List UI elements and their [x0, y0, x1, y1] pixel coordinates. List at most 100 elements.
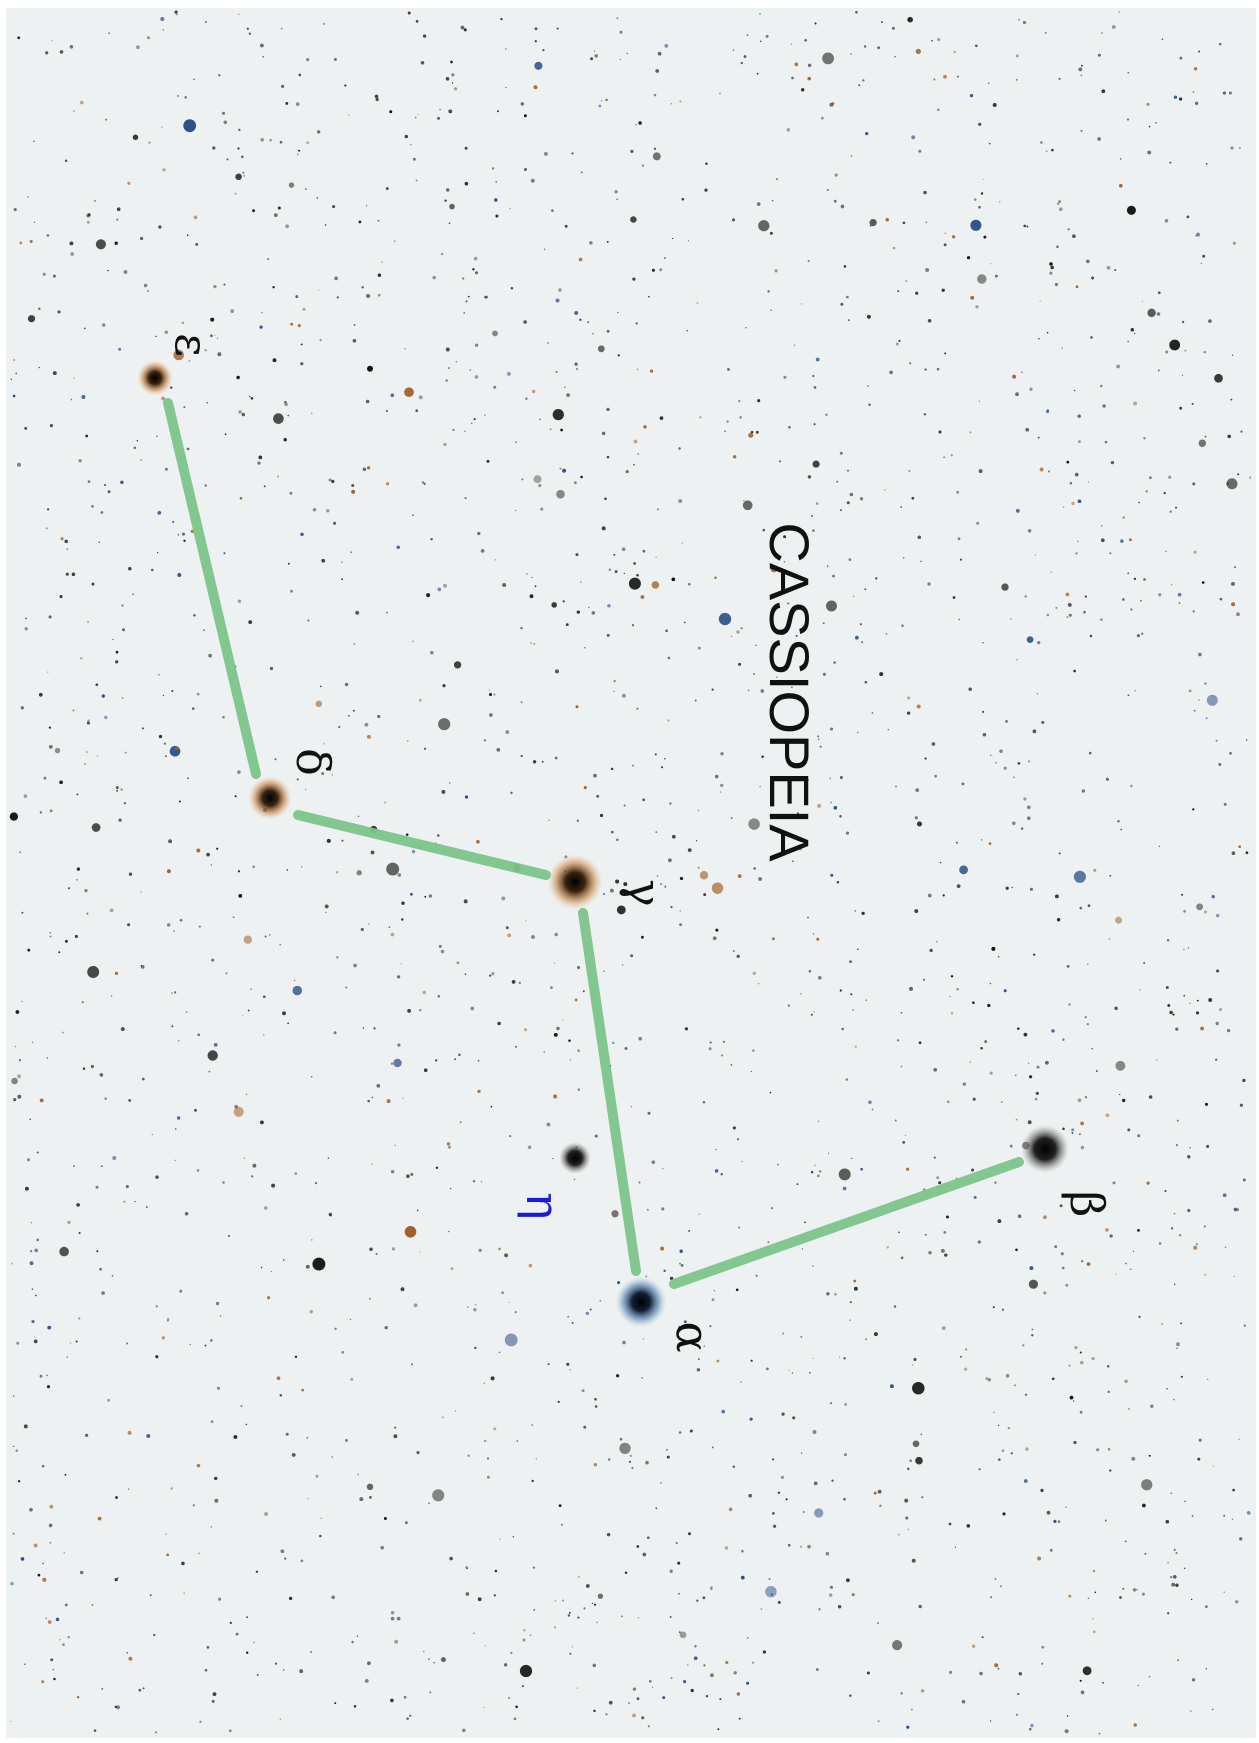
star	[213, 1042, 218, 1047]
star	[641, 164, 644, 167]
star	[243, 1157, 245, 1159]
star	[14, 1045, 17, 1048]
star	[168, 839, 173, 844]
star	[1187, 1155, 1191, 1159]
star	[67, 1220, 71, 1224]
star	[798, 847, 802, 851]
star	[141, 727, 144, 730]
star	[127, 1488, 130, 1491]
star	[46, 1385, 51, 1389]
star	[962, 1082, 966, 1086]
star	[269, 666, 274, 671]
star	[839, 451, 843, 455]
star	[904, 1134, 907, 1137]
star	[252, 209, 256, 213]
star	[621, 547, 626, 552]
star	[1073, 1440, 1077, 1445]
star	[206, 852, 210, 857]
star	[562, 468, 567, 473]
star	[196, 1463, 201, 1468]
star	[522, 1638, 526, 1642]
star	[1093, 868, 1097, 872]
star	[390, 1616, 395, 1621]
star	[17, 1094, 22, 1099]
star	[149, 1594, 152, 1597]
star	[1053, 1519, 1057, 1524]
star	[900, 1011, 903, 1014]
star	[831, 102, 835, 105]
star	[505, 48, 507, 50]
star	[352, 709, 355, 712]
star	[1127, 71, 1130, 74]
star	[219, 1315, 222, 1317]
star	[767, 290, 770, 293]
star	[1062, 1127, 1065, 1131]
star	[473, 1632, 475, 1634]
star	[927, 893, 932, 898]
star	[670, 905, 673, 909]
star	[662, 1167, 664, 1170]
star	[683, 1320, 687, 1324]
star	[720, 752, 724, 756]
star	[1114, 1006, 1118, 1011]
star	[59, 595, 63, 599]
star	[925, 268, 930, 272]
star	[279, 943, 282, 946]
star	[15, 372, 18, 375]
star	[633, 562, 636, 565]
star	[1083, 610, 1086, 614]
star	[300, 362, 304, 366]
star	[664, 757, 666, 760]
star	[897, 1231, 900, 1234]
star	[232, 916, 235, 919]
star	[1168, 475, 1172, 479]
star	[422, 34, 427, 38]
star	[411, 849, 416, 854]
star	[1080, 129, 1083, 132]
star	[583, 1425, 587, 1429]
star	[636, 573, 639, 577]
star	[795, 634, 798, 637]
star	[973, 1195, 977, 1199]
star	[699, 870, 709, 880]
star	[55, 1617, 60, 1622]
star	[703, 1664, 706, 1667]
star	[422, 990, 427, 995]
star	[630, 954, 634, 958]
star	[669, 802, 672, 805]
star	[807, 260, 810, 263]
star	[615, 879, 620, 884]
star	[1191, 402, 1194, 405]
star	[1034, 1097, 1038, 1101]
star	[31, 1041, 34, 1044]
star	[1204, 682, 1207, 685]
star	[917, 535, 922, 540]
star	[236, 375, 240, 380]
star	[505, 926, 509, 930]
star	[238, 13, 240, 15]
star	[714, 576, 717, 580]
star	[850, 993, 853, 996]
star	[233, 1435, 238, 1439]
star	[924, 757, 927, 760]
star	[788, 425, 791, 429]
star	[873, 1332, 878, 1337]
star	[466, 1567, 468, 1570]
star	[348, 714, 350, 717]
star	[556, 1026, 560, 1031]
star	[1094, 1591, 1097, 1594]
star	[284, 1557, 287, 1560]
star	[443, 583, 447, 588]
star	[1127, 340, 1130, 343]
star	[59, 780, 63, 785]
star	[166, 1553, 170, 1557]
star	[529, 1634, 532, 1637]
star	[695, 840, 698, 842]
star	[489, 974, 492, 977]
star	[997, 1219, 1002, 1223]
star	[1166, 1388, 1168, 1390]
star	[593, 1463, 598, 1467]
star	[813, 423, 816, 426]
star	[208, 1070, 211, 1073]
star	[994, 1663, 999, 1668]
